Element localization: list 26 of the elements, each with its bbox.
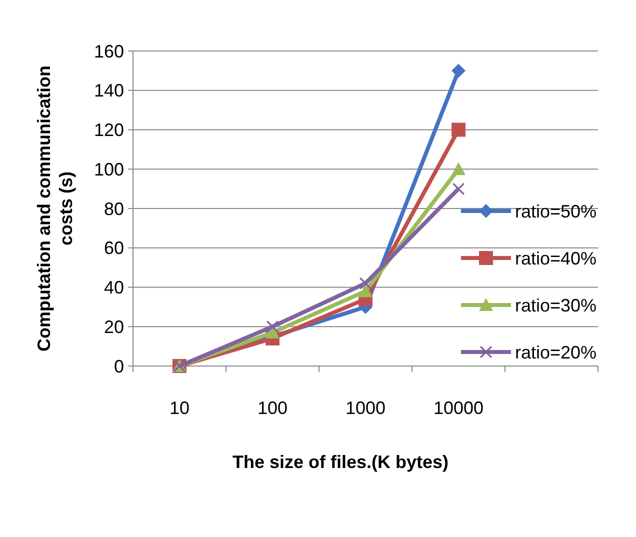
- x-tick-label: 100: [257, 398, 288, 418]
- point: [452, 162, 466, 176]
- point: [452, 122, 466, 137]
- y-tick-label: 60: [104, 238, 124, 258]
- y-tick-label: 120: [94, 120, 124, 140]
- y-tick-label: 160: [94, 41, 124, 62]
- legend-label: ratio=30%: [515, 295, 597, 316]
- x-axis-title: The size of files.(K bytes): [232, 452, 449, 472]
- point: [452, 182, 464, 195]
- x-tick-label: 10000: [433, 398, 484, 418]
- legend-label: ratio=40%: [515, 248, 597, 268]
- point: [266, 320, 278, 333]
- point: [358, 284, 372, 298]
- y-tick-label: 140: [94, 80, 124, 101]
- x-tick-label: 1000: [345, 398, 386, 418]
- x-tick-label: 10: [169, 398, 190, 418]
- point: [452, 64, 466, 78]
- y-axis-title: Computation and communication costs (s): [34, 66, 76, 352]
- y-tick-label: 80: [104, 198, 124, 219]
- y-tick-label: 20: [104, 316, 124, 337]
- y-tick-label: 100: [94, 159, 124, 180]
- point: [360, 277, 372, 290]
- legend-label: ratio=20%: [515, 342, 597, 362]
- y-tick-label: 0: [114, 356, 124, 376]
- y-tick-label: 40: [104, 278, 124, 298]
- legend-label: ratio=50%: [515, 201, 597, 222]
